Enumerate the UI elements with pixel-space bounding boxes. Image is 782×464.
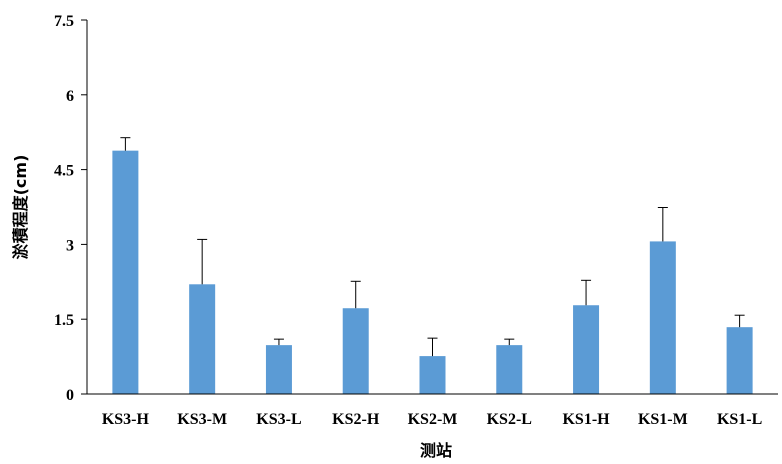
x-tick-label: KS1-L: [717, 411, 762, 428]
x-tick-label: KS2-H: [332, 411, 380, 428]
bar: [189, 284, 216, 394]
error-bars-group: [120, 137, 745, 357]
x-tick-label: KS2-M: [408, 411, 458, 428]
bars-group: [112, 150, 753, 394]
bar: [342, 308, 369, 394]
bar: [112, 150, 139, 394]
bar: [419, 356, 446, 394]
x-axis-ticks: KS3-H KS3-M KS3-L KS2-H KS2-M KS2-L KS1-H KS1-M…: [102, 411, 762, 428]
x-tick-label: KS3-H: [102, 411, 150, 428]
y-tick-label: 3: [66, 237, 74, 254]
y-tick-label: 0: [66, 387, 74, 404]
x-tick-label: KS3-M: [177, 411, 227, 428]
bar: [726, 327, 753, 394]
bar: [496, 345, 523, 394]
y-tick-label: 7.5: [54, 13, 74, 30]
y-tick-label: 1.5: [54, 312, 74, 329]
bar: [649, 241, 676, 394]
x-tick-label: KS1-M: [638, 411, 688, 428]
bar: [265, 345, 292, 394]
x-tick-label: KS3-L: [256, 411, 301, 428]
x-tick-label: KS1-H: [562, 411, 610, 428]
bar: [573, 305, 600, 394]
x-tick-label: KS2-L: [487, 411, 532, 428]
y-axis-ticks: 0 1.5 3 4.5 6 7.5: [54, 13, 87, 404]
y-axis-title: 淤積程度(cm): [11, 155, 30, 260]
x-axis-title: 测站: [420, 441, 452, 460]
y-tick-label: 6: [66, 88, 74, 105]
axes-group: [86, 20, 778, 395]
y-tick-label: 4.5: [54, 163, 74, 180]
